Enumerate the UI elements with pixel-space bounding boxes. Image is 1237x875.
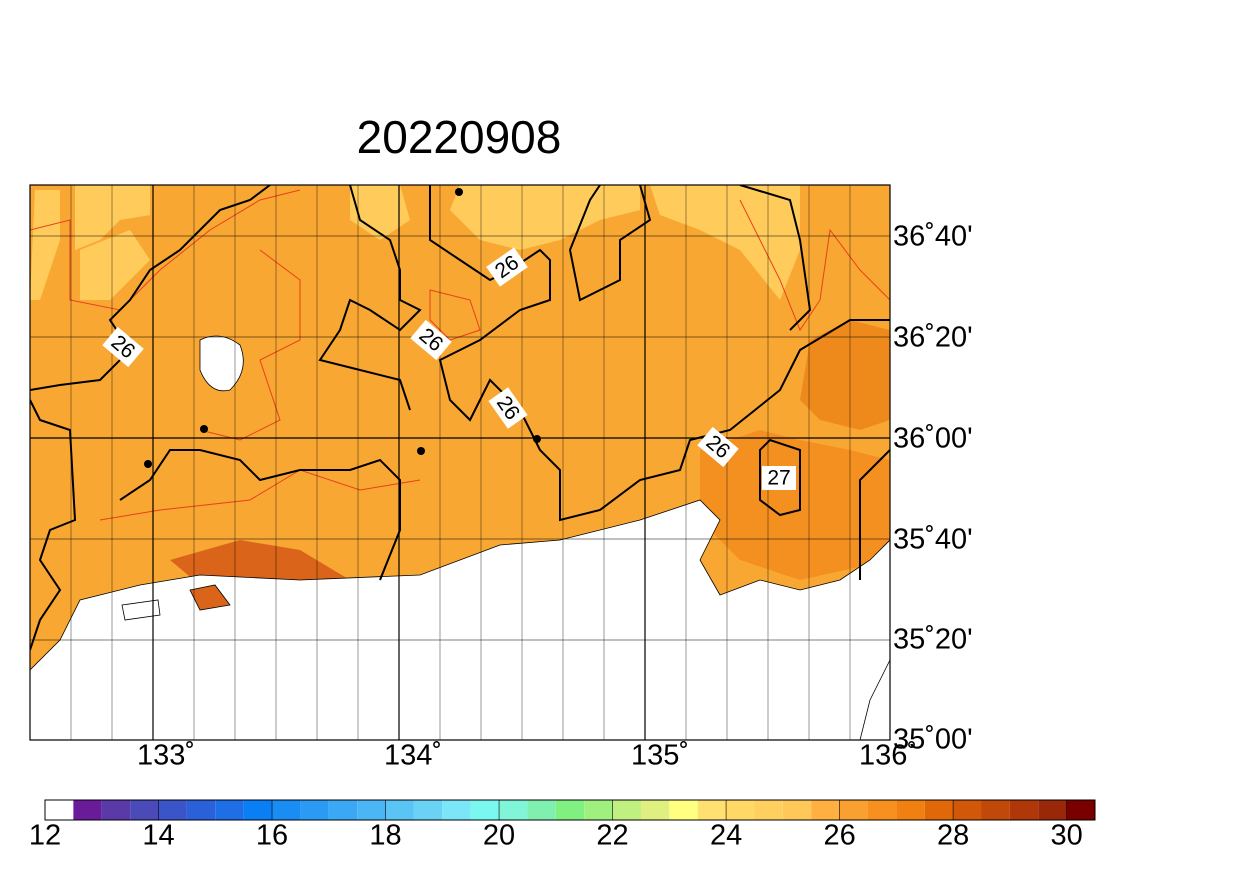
colorbar-box (1009, 800, 1039, 820)
colorbar-box (555, 800, 585, 820)
contour-label-bg (486, 247, 528, 287)
colorbar-tick-label: 22 (596, 820, 628, 852)
title: 20220908 (357, 111, 562, 163)
lon-label: 133˚ (137, 740, 195, 772)
colorbar-box (413, 800, 443, 820)
colorbar-box (385, 800, 414, 820)
colorbar-box (272, 800, 301, 820)
colorbar-box (754, 800, 783, 820)
colorbar-tick-label: 20 (483, 820, 515, 852)
colorbar-box (357, 800, 386, 820)
colorbar-box (981, 800, 1010, 820)
colorbar-box (186, 800, 216, 820)
colorbar-tick-label: 24 (710, 820, 742, 852)
map-frame (29, 184, 891, 741)
colorbar-box (328, 800, 358, 820)
colorbar-box (612, 800, 641, 820)
lon-label: 135˚ (631, 740, 689, 772)
lon-label: 136˚ (859, 740, 917, 772)
lat-label: 36˚00' (893, 423, 973, 455)
colorbar-tick-label: 26 (823, 820, 855, 852)
lat-label: 36˚20' (893, 322, 973, 354)
colorbar-tick-label: 30 (1050, 820, 1082, 852)
lat-label: 35˚00' (893, 724, 973, 756)
map-field (30, 185, 890, 740)
colorbar-box (215, 800, 244, 820)
colorbar-box (300, 800, 329, 820)
lat-label: 36˚40' (893, 221, 973, 253)
contour-label-bg (410, 319, 452, 361)
colorbar-tick-label: 18 (369, 820, 401, 852)
colorbar-box (130, 800, 159, 820)
colorbar-box (470, 800, 500, 820)
colorbar-box (243, 800, 273, 820)
stations (144, 188, 541, 468)
colorbar-box (953, 800, 982, 820)
colorbar-tick-label: 28 (937, 820, 969, 852)
lat-label: 35˚20' (893, 624, 973, 656)
lon-label: 134˚ (384, 740, 442, 772)
colorbar-box (924, 800, 954, 820)
colorbar-tick-label: 14 (142, 820, 174, 852)
colorbar-box (101, 800, 131, 820)
colorbar-box (811, 800, 840, 820)
colorbar-box (499, 800, 528, 820)
colorbar-box (527, 800, 556, 820)
colorbar-box (1038, 800, 1067, 820)
colorbar-box (896, 800, 925, 820)
colorbar-box (584, 800, 613, 820)
contour-label-text: 27 (767, 467, 790, 490)
lat-label: 35˚40' (893, 524, 973, 556)
colorbar-box (697, 800, 727, 820)
contour-label: 27 (762, 466, 796, 490)
colorbar-box (867, 800, 897, 820)
contour-label-bg (762, 466, 796, 490)
colorbar-box (782, 800, 812, 820)
colorbar-box (726, 800, 755, 820)
colorbar-box (669, 800, 698, 820)
colorbar-box (158, 800, 187, 820)
colorbar-box (839, 800, 868, 820)
colorbar-box (45, 800, 74, 820)
colorbar-box (640, 800, 670, 820)
colorbar-box (73, 800, 102, 820)
contour-label-bg (697, 426, 739, 468)
contour-label-bg (488, 387, 528, 429)
colorbar-tick-label: 16 (256, 820, 288, 852)
contour-label-bg (102, 326, 144, 368)
colorbar-box (1066, 800, 1095, 820)
colorbar-tick-label: 12 (29, 820, 61, 852)
colorbar-box (442, 800, 471, 820)
